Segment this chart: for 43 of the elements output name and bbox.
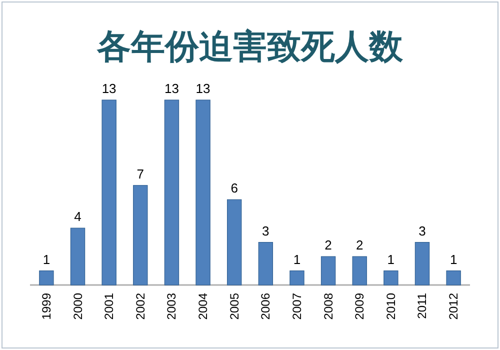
x-tick-label: 2002: [133, 292, 148, 320]
x-tick-label: 1999: [39, 292, 54, 320]
bar: [446, 270, 461, 286]
data-label: 1: [450, 252, 458, 267]
bar: [133, 185, 148, 286]
x-tick-label: 2004: [196, 292, 210, 320]
bar: [320, 256, 336, 286]
bar: [70, 228, 86, 286]
data-label: 2: [356, 238, 364, 253]
x-tick-label: 2005: [227, 292, 242, 320]
bar: [352, 256, 367, 286]
data-label: 1: [387, 252, 395, 267]
bar: [102, 100, 116, 286]
x-tick-label: 2006: [258, 292, 273, 320]
x-tick-label: 2011: [415, 292, 430, 319]
data-label: 3: [418, 223, 426, 238]
data-label: 1: [293, 252, 301, 267]
x-tick-label: 2007: [290, 292, 304, 320]
x-tick-label: 2010: [384, 292, 398, 320]
data-label: 2: [324, 238, 332, 253]
data-label: 4: [74, 209, 82, 224]
bar: [414, 242, 430, 286]
x-tick-label: 2003: [164, 292, 179, 320]
x-tick-label: 2009: [352, 292, 367, 320]
data-label: 6: [230, 180, 238, 196]
bar: [226, 199, 242, 286]
bar: [384, 270, 398, 286]
data-label: 13: [164, 81, 179, 96]
bar: [258, 242, 274, 286]
data-label: 1: [42, 252, 50, 267]
data-label: 7: [136, 166, 144, 182]
data-label: 13: [102, 81, 116, 96]
data-label: 13: [196, 81, 210, 96]
x-tick-label: 2008: [321, 292, 336, 320]
x-tick-label: 2001: [102, 292, 116, 320]
x-tick-label: 2000: [70, 292, 85, 320]
bar: [164, 100, 180, 286]
chart-title: 各年份迫害致死人数: [96, 27, 404, 67]
bar: [290, 270, 304, 286]
x-tick-label: 2012: [446, 292, 461, 320]
data-label: 3: [262, 223, 270, 238]
bar: [39, 270, 54, 286]
bar: [196, 100, 210, 286]
